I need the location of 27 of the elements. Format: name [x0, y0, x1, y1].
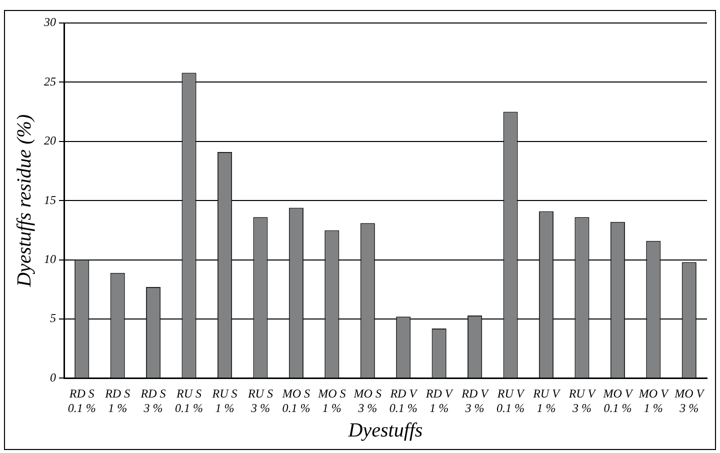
y-tick-label: 5 — [50, 311, 56, 326]
x-tick-label: RD S 1 % — [104, 386, 130, 415]
y-tick-label: 10 — [44, 252, 56, 266]
y-tick-label: 20 — [44, 134, 56, 148]
x-tick-label: MO S 0.1 % — [281, 386, 310, 415]
x-axis-title: Dyestuffs — [347, 419, 423, 442]
y-tick-label: 25 — [44, 74, 56, 88]
y-tick-label: 0 — [50, 370, 56, 384]
x-tick-label: MO S 1 % — [317, 386, 346, 415]
x-tick-label: MO V 3 % — [674, 386, 706, 415]
y-tick-label: 15 — [44, 192, 56, 207]
x-tick-label: RU S 3 % — [246, 386, 273, 415]
x-tick-label: RU V 3 % — [568, 386, 597, 415]
x-tick-label: RD V 0.1 % — [389, 386, 418, 415]
x-tick-label: MO S 3 % — [352, 386, 382, 415]
y-tick-label: 30 — [43, 15, 56, 30]
x-tick-label: RD V 3 % — [460, 386, 490, 415]
x-tick-label: RU V 1 % — [532, 386, 562, 415]
x-tick-label: RU S 1 % — [211, 386, 238, 415]
x-tick-label: RU V 0.1 % — [496, 386, 526, 415]
x-tick-label: RD S 3 % — [140, 386, 166, 415]
x-tick-label: MO V 0.1 % — [602, 386, 634, 415]
x-tick-label: RU S 0.1 % — [175, 386, 204, 415]
x-tick-label: RD S 0.1 % — [68, 386, 96, 415]
x-tick-label: RD V 1 % — [424, 386, 454, 415]
y-axis-title: Dyestuffs residue (%) — [13, 114, 36, 288]
x-tick-label: MO V 1 % — [638, 386, 670, 415]
